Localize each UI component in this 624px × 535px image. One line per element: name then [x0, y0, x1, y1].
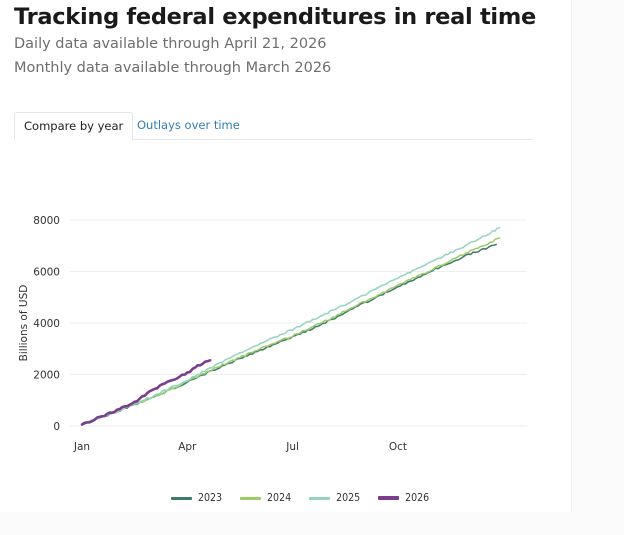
y-axis-ticks: 0 2000 4000 6000 8000	[33, 215, 60, 433]
daily-data-note: Daily data available through April 21, 2…	[14, 36, 327, 52]
chart-card: Tracking federal expenditures in real ti…	[14, 0, 572, 512]
legend-swatch	[240, 496, 262, 500]
x-tick-label: Apr	[178, 441, 197, 453]
x-tick-label: Oct	[389, 441, 407, 453]
x-tick-label: Jan	[73, 441, 90, 453]
view-tabs: Compare by year Outlays over time	[14, 112, 532, 141]
gridlines	[70, 219, 527, 427]
page-title: Tracking federal expenditures in real ti…	[14, 4, 536, 30]
legend-item-2024[interactable]: 2024	[240, 492, 291, 504]
legend-label: 2024	[267, 492, 292, 504]
y-tick-label: 8000	[33, 215, 60, 227]
monthly-data-note: Monthly data available through March 202…	[14, 60, 332, 76]
legend-swatch	[171, 496, 192, 500]
y-axis-label: Billions of USD	[18, 285, 30, 362]
series-line-2026[interactable]	[80, 359, 212, 426]
chart-legend: 2023 2024 2025 2026	[171, 491, 447, 505]
tab-outlays-over-time[interactable]: Outlays over time	[137, 118, 240, 132]
x-axis-ticks: Jan Apr Jul Oct	[73, 441, 407, 453]
y-tick-label: 4000	[33, 318, 60, 330]
series-lines	[80, 226, 501, 426]
legend-swatch	[309, 496, 331, 500]
y-tick-label: 6000	[33, 267, 60, 279]
legend-label: 2026	[405, 492, 430, 504]
legend-label: 2023	[198, 492, 223, 504]
series-line-2025[interactable]	[81, 226, 501, 426]
legend-item-2025[interactable]: 2025	[309, 492, 360, 504]
tab-compare-by-year[interactable]: Compare by year	[14, 112, 134, 141]
y-tick-label: 2000	[33, 370, 60, 382]
legend-swatch	[378, 496, 400, 500]
x-tick-label: Jul	[285, 441, 299, 453]
legend-label: 2025	[336, 492, 361, 504]
legend-item-2026[interactable]: 2026	[378, 492, 429, 504]
y-tick-label: 0	[53, 421, 60, 433]
legend-item-2023[interactable]: 2023	[171, 492, 222, 504]
line-chart: 0 2000 4000 6000 8000 Jan Apr Jul Oct Billions …	[18, 215, 527, 453]
